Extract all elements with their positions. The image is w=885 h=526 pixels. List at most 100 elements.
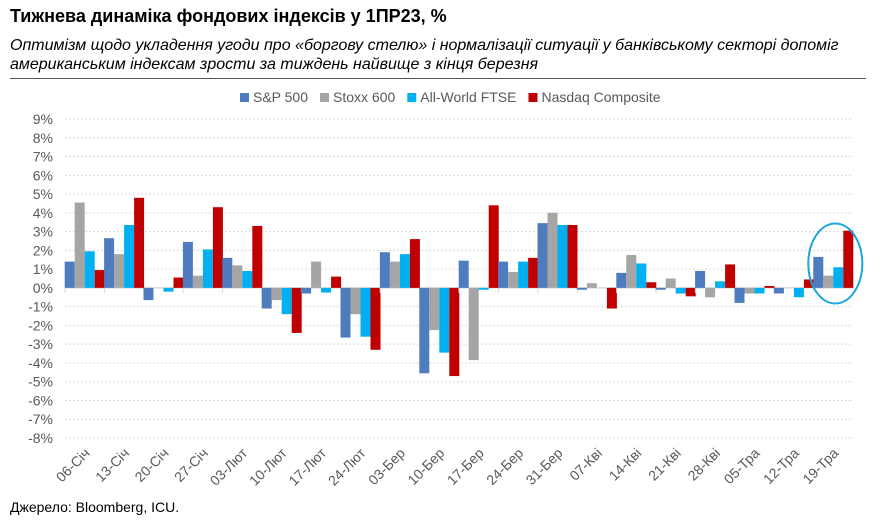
bar <box>655 287 666 290</box>
bar <box>94 270 105 288</box>
legend-label: Stoxx 600 <box>333 89 395 105</box>
x-tick-label: 06-Січ <box>53 445 93 485</box>
bar <box>576 287 587 290</box>
bar <box>586 283 597 288</box>
bar <box>439 287 450 353</box>
bar <box>370 287 381 350</box>
bar <box>675 287 686 294</box>
bar <box>104 238 115 288</box>
y-tick-label: 4% <box>33 205 53 221</box>
bar <box>793 287 804 298</box>
bar <box>488 205 499 288</box>
bar <box>350 287 361 315</box>
x-tick-label: 07-Кві <box>566 445 605 484</box>
legend-label: S&P 500 <box>253 89 308 105</box>
bar <box>232 265 243 288</box>
legend-swatch <box>320 93 330 102</box>
bar <box>409 239 420 288</box>
bar <box>271 287 282 301</box>
bar <box>331 276 342 288</box>
bar <box>360 287 371 337</box>
bar <box>636 263 647 288</box>
bar <box>823 275 834 288</box>
bar <box>242 270 253 288</box>
divider <box>10 78 866 79</box>
bar <box>321 287 332 293</box>
bar <box>626 255 637 288</box>
bar <box>646 282 657 288</box>
y-tick-label: -8% <box>28 430 53 446</box>
bar <box>685 287 696 297</box>
bar <box>449 287 460 377</box>
bar <box>764 286 775 288</box>
y-tick-label: 0% <box>33 280 53 296</box>
bar <box>616 272 627 288</box>
x-tick-label: 17-Бер <box>444 445 487 488</box>
x-tick-label: 20-Січ <box>131 445 171 485</box>
bar <box>734 287 745 303</box>
bar <box>744 287 755 294</box>
bar <box>389 261 400 288</box>
bar <box>725 264 736 288</box>
bar <box>311 261 322 288</box>
bar <box>606 287 617 309</box>
bar <box>537 223 548 288</box>
legend-label: Nasdaq Composite <box>541 89 660 105</box>
bar <box>715 281 726 288</box>
bar <box>665 278 676 288</box>
x-tick-label: 10-Бер <box>404 445 447 488</box>
bar <box>281 287 292 315</box>
bar <box>84 251 95 288</box>
bar <box>379 252 390 288</box>
bar <box>773 287 784 294</box>
y-tick-label: -3% <box>28 336 53 352</box>
y-tick-label: -2% <box>28 317 53 333</box>
bar <box>813 256 824 288</box>
bar <box>458 260 469 288</box>
bar <box>399 254 410 288</box>
bar <box>64 261 75 288</box>
x-tick-label: 19-Тра <box>799 445 841 487</box>
bar <box>74 202 85 288</box>
y-tick-label: 8% <box>33 130 53 146</box>
legend-swatch <box>407 93 417 102</box>
x-tick-label: 12-Тра <box>760 445 802 487</box>
bar <box>114 254 125 288</box>
y-tick-label: 6% <box>33 167 53 183</box>
bar <box>557 225 568 288</box>
bar <box>528 257 539 288</box>
y-tick-label: -4% <box>28 355 53 371</box>
bar <box>291 287 302 333</box>
x-tick-label: 03-Лют <box>207 444 251 488</box>
bar <box>252 225 263 288</box>
x-tick-label: 31-Бер <box>522 445 565 488</box>
bar <box>468 287 479 361</box>
bar <box>705 287 716 298</box>
y-tick-label: -1% <box>28 299 53 315</box>
bar <box>429 287 440 331</box>
bar <box>173 277 184 288</box>
bar <box>754 287 765 294</box>
bar <box>508 271 519 288</box>
bar <box>212 207 223 288</box>
x-tick-label: 10-Лют <box>246 444 290 488</box>
chart-subtitle: Оптимізм щодо укладення угоди про «борго… <box>10 37 839 73</box>
x-tick-label: 05-Тра <box>720 445 762 487</box>
bar <box>163 287 174 292</box>
bar <box>222 257 233 288</box>
y-tick-label: -6% <box>28 392 53 408</box>
source-note: Джерело: Bloomberg, ICU. <box>10 499 180 515</box>
bar <box>567 225 578 288</box>
x-tick-label: 27-Січ <box>171 445 211 485</box>
bar <box>695 270 706 288</box>
bar <box>478 287 489 290</box>
bar <box>843 230 854 288</box>
x-tick-label: 28-Кві <box>684 445 723 484</box>
bar <box>192 275 203 288</box>
x-tick-label: 24-Бер <box>483 445 526 488</box>
bar <box>182 241 193 288</box>
bar <box>498 261 509 288</box>
x-tick-label: 17-Лют <box>285 444 329 488</box>
